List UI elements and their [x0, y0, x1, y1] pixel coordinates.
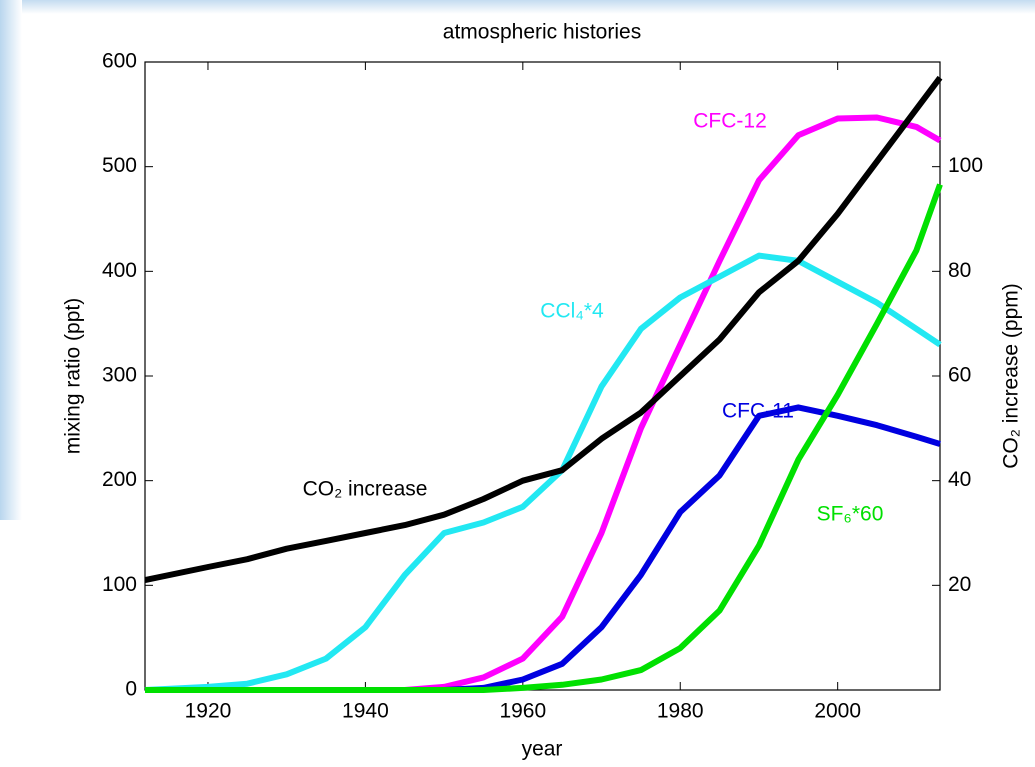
series-label: CCl₄*4 [540, 300, 604, 323]
plot-frame [144, 61, 941, 691]
y2-axis-label: CO₂ increase (ppm) [1000, 283, 1023, 469]
y2-tick-label: 40 [948, 468, 971, 491]
y-axis-label: mixing ratio (ppt) [62, 298, 85, 454]
series-line [145, 114, 942, 693]
x-axis-label: year [522, 738, 563, 761]
series-line [145, 404, 941, 693]
x-tick-label: 1920 [185, 700, 232, 723]
series-line [144, 75, 943, 584]
series-label: CO₂ increase [303, 478, 428, 501]
y-tick-label: 300 [102, 364, 137, 387]
series-label: SF₆*60 [817, 503, 884, 526]
top-band [0, 0, 1035, 14]
left-band [0, 0, 22, 520]
series-label: CFC-12 [693, 110, 767, 133]
y-tick-label: 0 [125, 678, 137, 701]
y2-tick-label: 80 [948, 259, 971, 282]
x-tick-label: 1940 [342, 700, 389, 723]
x-tick-label: 1980 [657, 700, 704, 723]
x-tick-label: 2000 [814, 700, 861, 723]
y2-tick-label: 100 [948, 154, 983, 177]
series-line [145, 183, 943, 693]
y-tick-label: 500 [102, 154, 137, 177]
y-tick-label: 200 [102, 468, 137, 491]
y2-tick-label: 60 [948, 364, 971, 387]
y-tick-label: 600 [102, 50, 137, 73]
x-tick-label: 1960 [499, 700, 546, 723]
series-label: CFC-11 [722, 400, 794, 423]
y-tick-label: 100 [102, 573, 137, 596]
y2-tick-label: 20 [948, 573, 971, 596]
y-tick-label: 400 [102, 259, 137, 282]
chart-title: atmospheric histories [443, 21, 641, 44]
